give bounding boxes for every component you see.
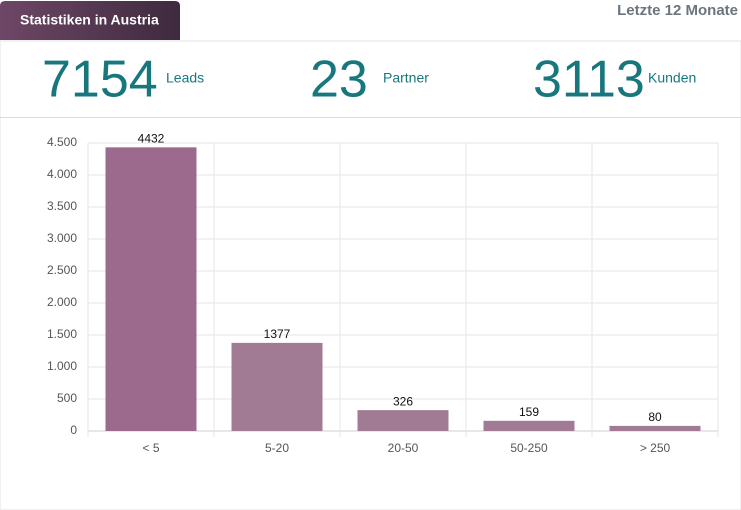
bar: [609, 425, 701, 431]
stat-value: 23: [310, 51, 368, 109]
y-tick-label: 500: [57, 391, 77, 405]
y-tick-label: 1.000: [47, 359, 77, 373]
bar: [357, 410, 449, 431]
stat-value: 3113: [533, 51, 645, 109]
y-tick-label: 1.500: [47, 327, 77, 341]
bar: [483, 420, 575, 431]
stat-label: Kunden: [648, 70, 696, 86]
x-tick-label: 20-50: [388, 441, 419, 455]
y-tick-label: 4.000: [47, 167, 77, 181]
value-label: 326: [393, 394, 413, 408]
y-tick-label: 0: [70, 423, 77, 437]
y-tick-label: 2.500: [47, 263, 77, 277]
x-tick-label: 5-20: [265, 441, 289, 455]
period: Letzte 12 Monate: [617, 2, 738, 19]
stats: 7154 Leads 23 Partner 3113 Kunden: [42, 51, 696, 109]
tab[interactable]: [0, 1, 180, 40]
stat-value: 7154: [42, 51, 158, 109]
y-tick-label: 3.500: [47, 199, 77, 213]
chart: 0 500 1.000 1.500 2.000 2.500 3.000 3.500 4.000 4…: [47, 132, 719, 455]
y-tick-label: 4.500: [47, 135, 77, 149]
x-tick-label: > 250: [640, 441, 671, 455]
x-tick-label: 50-250: [510, 441, 548, 455]
value-label: 4432: [138, 132, 165, 146]
stat-label: Leads: [166, 70, 204, 86]
y-tick-label: 2.000: [47, 295, 77, 309]
bar: [105, 147, 197, 432]
x-tick-label: < 5: [142, 441, 159, 455]
stat-label: Partner: [383, 70, 429, 86]
value-label: 159: [519, 405, 539, 419]
bar: [231, 342, 323, 431]
tab-label[interactable]: Statistiken in Austria: [20, 12, 159, 28]
value-label: 1377: [264, 327, 291, 341]
y-tick-label: 3.000: [47, 231, 77, 245]
value-label: 80: [648, 410, 662, 424]
